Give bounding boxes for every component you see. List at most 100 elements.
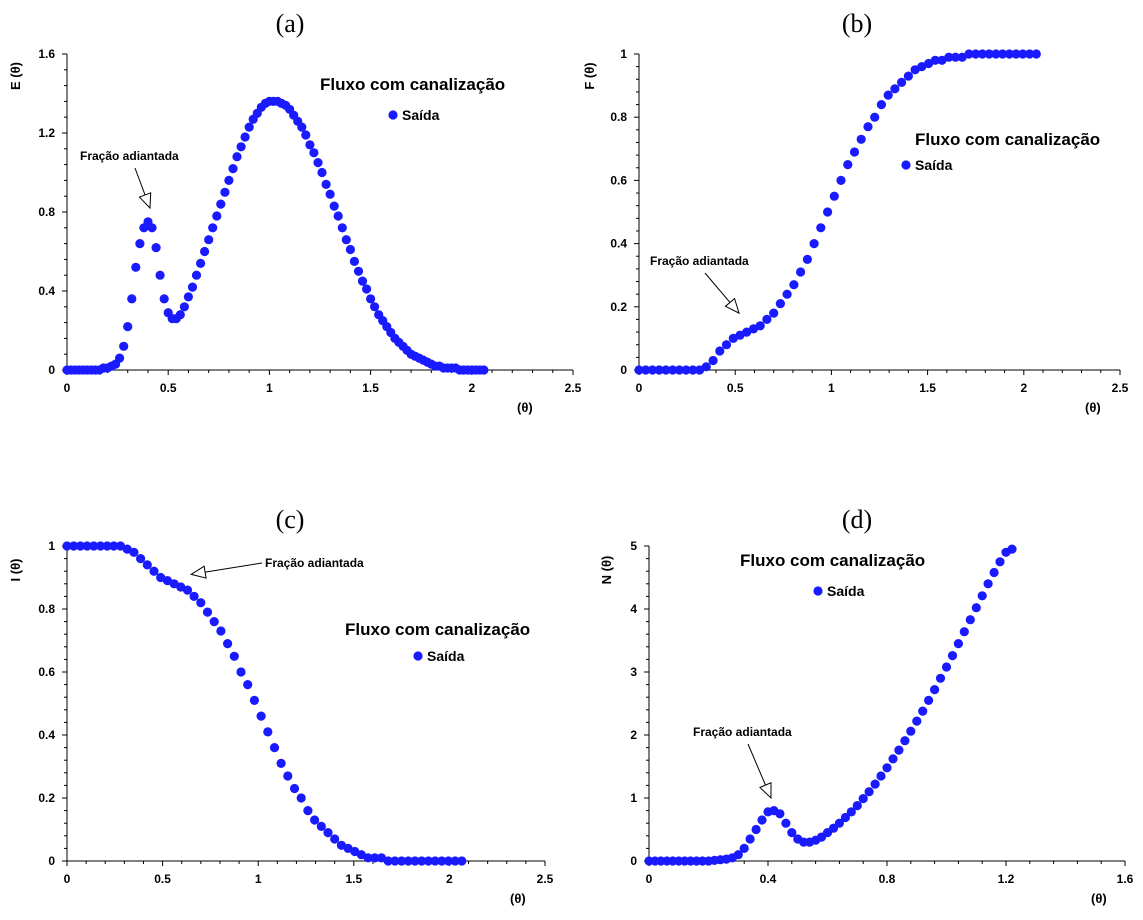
- data-point: [840, 812, 851, 823]
- chart-title: Fluxo com canalização: [740, 551, 925, 570]
- data-point: [935, 673, 946, 683]
- legend-label: Saída: [427, 648, 465, 664]
- y-tick-label: 0.8: [38, 205, 55, 219]
- data-point: [654, 365, 664, 375]
- x-tick-label: 1.5: [362, 381, 379, 395]
- chart-title: Fluxo com canalização: [345, 620, 530, 639]
- data-point: [733, 850, 743, 860]
- data-point: [443, 856, 453, 866]
- data-point: [95, 541, 106, 551]
- data-point: [781, 818, 791, 828]
- x-tick-label: 0.5: [160, 381, 177, 395]
- data-point: [715, 346, 725, 356]
- data-point: [634, 365, 644, 375]
- x-tick-label: 0.5: [154, 872, 171, 886]
- data-point: [977, 49, 988, 59]
- data-point: [89, 541, 99, 551]
- data-point: [964, 49, 974, 59]
- data-point: [450, 856, 460, 866]
- x-tick-label: 2.5: [1112, 381, 1129, 395]
- data-point: [882, 763, 892, 773]
- data-point: [243, 680, 253, 690]
- panel-label: (c): [276, 505, 305, 534]
- annotation-label: Fração adiantada: [693, 725, 792, 739]
- data-point: [944, 52, 954, 62]
- legend-label: Saída: [915, 157, 953, 173]
- data-point: [353, 266, 364, 276]
- annotation-arrow-head: [138, 192, 152, 210]
- data-point: [175, 310, 185, 320]
- data-point: [876, 100, 887, 110]
- y-tick-label: 0.2: [38, 791, 55, 805]
- x-axis-label: (θ): [517, 400, 533, 415]
- data-point: [256, 711, 266, 721]
- annotation-arrow-shaft: [704, 272, 731, 303]
- data-point: [345, 244, 355, 255]
- data-point: [991, 49, 1001, 59]
- x-tick-label: 0: [646, 872, 653, 886]
- data-point: [283, 771, 293, 781]
- annotation-arrow-head: [724, 297, 740, 315]
- data-point: [668, 365, 678, 375]
- data-point: [775, 299, 786, 309]
- data-point: [187, 282, 198, 292]
- data-point: [984, 49, 994, 59]
- data-point: [115, 353, 125, 363]
- data-point: [782, 289, 792, 299]
- annotation-arrow-shaft: [747, 743, 766, 786]
- panel-label: (a): [276, 9, 305, 38]
- panel-label: (b): [842, 9, 872, 38]
- data-point: [323, 828, 333, 838]
- y-axis-label: N (θ): [599, 556, 614, 585]
- data-point: [1031, 49, 1041, 59]
- x-tick-label: 0.4: [760, 872, 777, 886]
- y-tick-label: 0: [630, 854, 637, 868]
- data-point: [870, 779, 880, 789]
- data-point: [316, 821, 326, 832]
- data-point: [310, 815, 320, 825]
- y-tick-label: 0.4: [38, 728, 55, 742]
- data-point: [370, 302, 380, 312]
- data-point: [127, 294, 137, 304]
- data-point: [701, 362, 711, 372]
- data-point: [809, 239, 819, 249]
- data-point: [236, 667, 246, 677]
- data-point: [953, 639, 964, 649]
- data-point: [240, 132, 250, 142]
- x-axis-label: (θ): [1091, 891, 1107, 906]
- data-point: [1007, 544, 1017, 554]
- data-point: [876, 771, 886, 781]
- data-point: [423, 856, 433, 866]
- y-tick-label: 4: [630, 602, 637, 616]
- data-point: [196, 598, 206, 608]
- data-point: [430, 856, 440, 866]
- data-point: [220, 187, 230, 197]
- data-point: [62, 541, 72, 551]
- data-point: [998, 49, 1008, 59]
- data-point: [787, 828, 797, 838]
- annotation-arrow-shaft: [205, 562, 263, 573]
- legend-label: Saída: [402, 107, 440, 123]
- y-tick-label: 0.6: [610, 173, 627, 187]
- data-point: [888, 754, 898, 764]
- data-point: [823, 207, 833, 217]
- data-point: [959, 627, 969, 637]
- data-point: [102, 541, 112, 551]
- y-tick-label: 3: [630, 665, 637, 679]
- data-point: [995, 557, 1005, 567]
- data-point: [179, 302, 189, 312]
- annotation-label: Fração adiantada: [80, 149, 179, 163]
- x-tick-label: 2: [1020, 381, 1027, 395]
- data-point: [305, 140, 315, 150]
- x-tick-label: 0: [64, 381, 71, 395]
- data-point: [75, 541, 85, 551]
- data-point: [135, 239, 145, 249]
- data-point: [755, 321, 765, 331]
- y-tick-label: 5: [630, 539, 637, 553]
- data-point: [930, 55, 940, 65]
- chart-title: Fluxo com canalização: [915, 130, 1100, 149]
- chart-panel-3: (d) 0 0.4 0.8 1.2 1.6 0 1 2 3 4 5 (θ) N (θ) Fluxo com …: [599, 505, 1134, 906]
- annotation-arrow-head: [190, 565, 207, 579]
- y-tick-label: 1.6: [38, 47, 55, 61]
